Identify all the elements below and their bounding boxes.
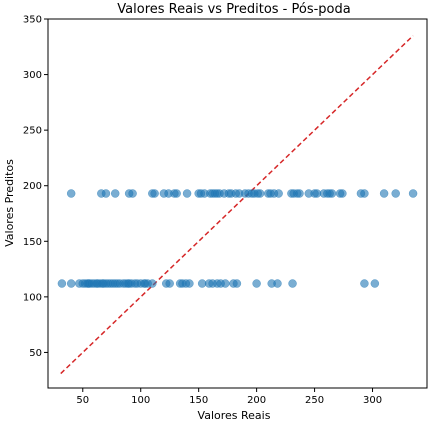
x-axis-ticks: 50 100 150 200 250 300 bbox=[76, 388, 382, 406]
data-point bbox=[408, 189, 418, 198]
data-point bbox=[172, 189, 181, 198]
y-tick-label: 350 bbox=[23, 15, 42, 26]
y-tick-label: 300 bbox=[23, 70, 42, 81]
x-axis-label: Valores Reais bbox=[198, 409, 271, 422]
data-point bbox=[274, 189, 283, 198]
data-point bbox=[128, 189, 137, 198]
x-tick-label: 250 bbox=[305, 395, 324, 406]
data-point bbox=[370, 279, 380, 288]
data-point bbox=[360, 189, 369, 198]
data-point bbox=[327, 189, 337, 198]
data-point bbox=[273, 279, 282, 288]
plot-area bbox=[47, 18, 428, 389]
reference-line bbox=[60, 35, 414, 375]
data-point bbox=[57, 279, 67, 288]
x-tick-label: 200 bbox=[247, 395, 266, 406]
y-tick-label: 100 bbox=[23, 292, 42, 303]
data-point bbox=[150, 189, 159, 198]
y-axis-label: Valores Preditos bbox=[3, 159, 16, 247]
chart-title: Valores Reais vs Preditos - Pós-poda bbox=[117, 2, 350, 17]
y-tick-label: 50 bbox=[29, 348, 42, 359]
y-tick-label: 200 bbox=[23, 181, 42, 192]
data-point bbox=[295, 189, 304, 198]
x-tick-label: 100 bbox=[131, 395, 150, 406]
data-point bbox=[182, 189, 192, 198]
data-points bbox=[57, 189, 418, 288]
x-tick-label: 50 bbox=[76, 395, 89, 406]
data-point bbox=[288, 279, 297, 288]
data-point bbox=[255, 189, 265, 198]
data-point bbox=[379, 189, 389, 198]
y-tick-label: 150 bbox=[23, 237, 42, 248]
data-point bbox=[101, 189, 111, 198]
data-point bbox=[338, 189, 347, 198]
data-point bbox=[221, 279, 230, 288]
data-point bbox=[185, 279, 194, 288]
data-point bbox=[391, 189, 400, 198]
data-point bbox=[232, 279, 242, 288]
data-point bbox=[66, 279, 76, 288]
x-tick-label: 150 bbox=[189, 395, 208, 406]
x-tick-label: 300 bbox=[363, 395, 382, 406]
data-point bbox=[110, 189, 120, 198]
data-point bbox=[148, 279, 157, 288]
data-point bbox=[360, 279, 369, 288]
data-point bbox=[252, 279, 261, 288]
y-axis-ticks: 50 100 150 200 250 300 350 bbox=[23, 15, 48, 359]
y-tick-label: 250 bbox=[23, 126, 42, 137]
data-point bbox=[66, 189, 76, 198]
data-point bbox=[165, 279, 174, 288]
